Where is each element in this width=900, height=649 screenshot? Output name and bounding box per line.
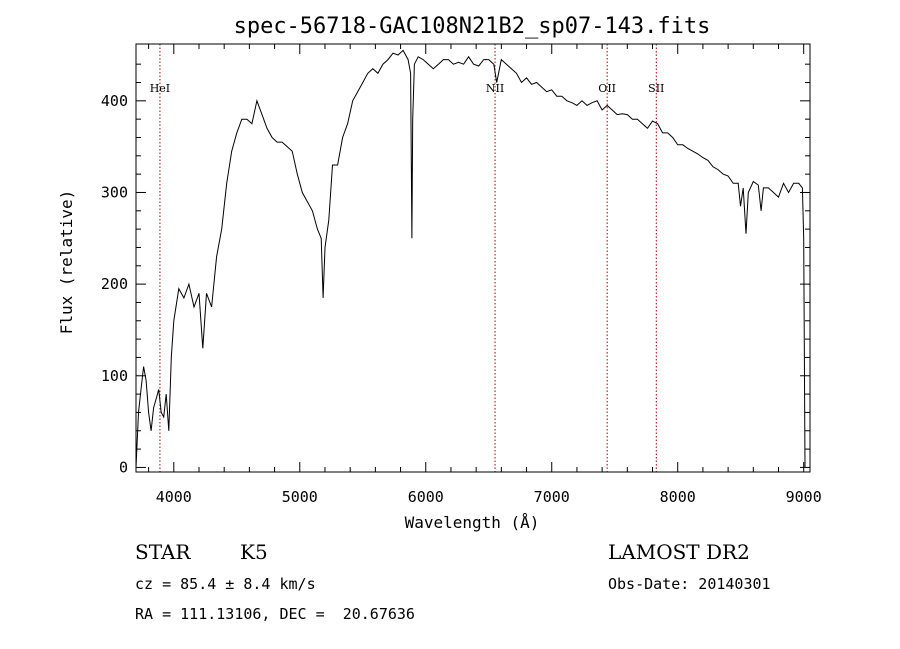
object-subclass: K5 (240, 540, 268, 564)
y-tick-label: 100 (101, 367, 128, 385)
x-tick-label: 7000 (534, 488, 570, 506)
x-tick-label: 9000 (786, 488, 822, 506)
x-axis-label: Wavelength (Å) (405, 513, 540, 532)
x-tick-label: 6000 (408, 488, 444, 506)
y-axis-label: Flux (relative) (57, 190, 76, 335)
x-tick-label: 8000 (660, 488, 696, 506)
chart-title: spec-56718-GAC108N21B2_sp07-143.fits (234, 14, 711, 39)
y-tick-label: 200 (101, 275, 128, 293)
plot-frame (135, 43, 811, 473)
y-axis-ticks: 0 100 200 300 400 (101, 63, 810, 476)
line-label-sii: SII (648, 82, 664, 95)
line-label-nii: NII (486, 82, 504, 95)
line-label-oii: OII (598, 82, 616, 95)
x-axis-ticks: 4000 5000 6000 7000 8000 9000 (148, 44, 822, 506)
x-tick-label: 4000 (156, 488, 192, 506)
x-tick-label: 5000 (282, 488, 318, 506)
y-tick-label: 0 (119, 458, 128, 476)
survey-name: LAMOST DR2 (608, 540, 750, 564)
redshift-text: cz = 85.4 ± 8.4 km/s (135, 575, 316, 593)
line-label-hei: HeI (150, 82, 170, 95)
y-tick-label: 300 (101, 183, 128, 201)
spectral-line-markers: HeI NII OII SII (150, 44, 664, 472)
y-tick-label: 400 (101, 92, 128, 110)
object-class: STAR (135, 540, 191, 564)
obs-date: Obs-Date: 20140301 (608, 575, 771, 593)
coordinates-text: RA = 111.13106, DEC = 20.67636 (135, 605, 415, 623)
spectrum-line (135, 49, 806, 468)
